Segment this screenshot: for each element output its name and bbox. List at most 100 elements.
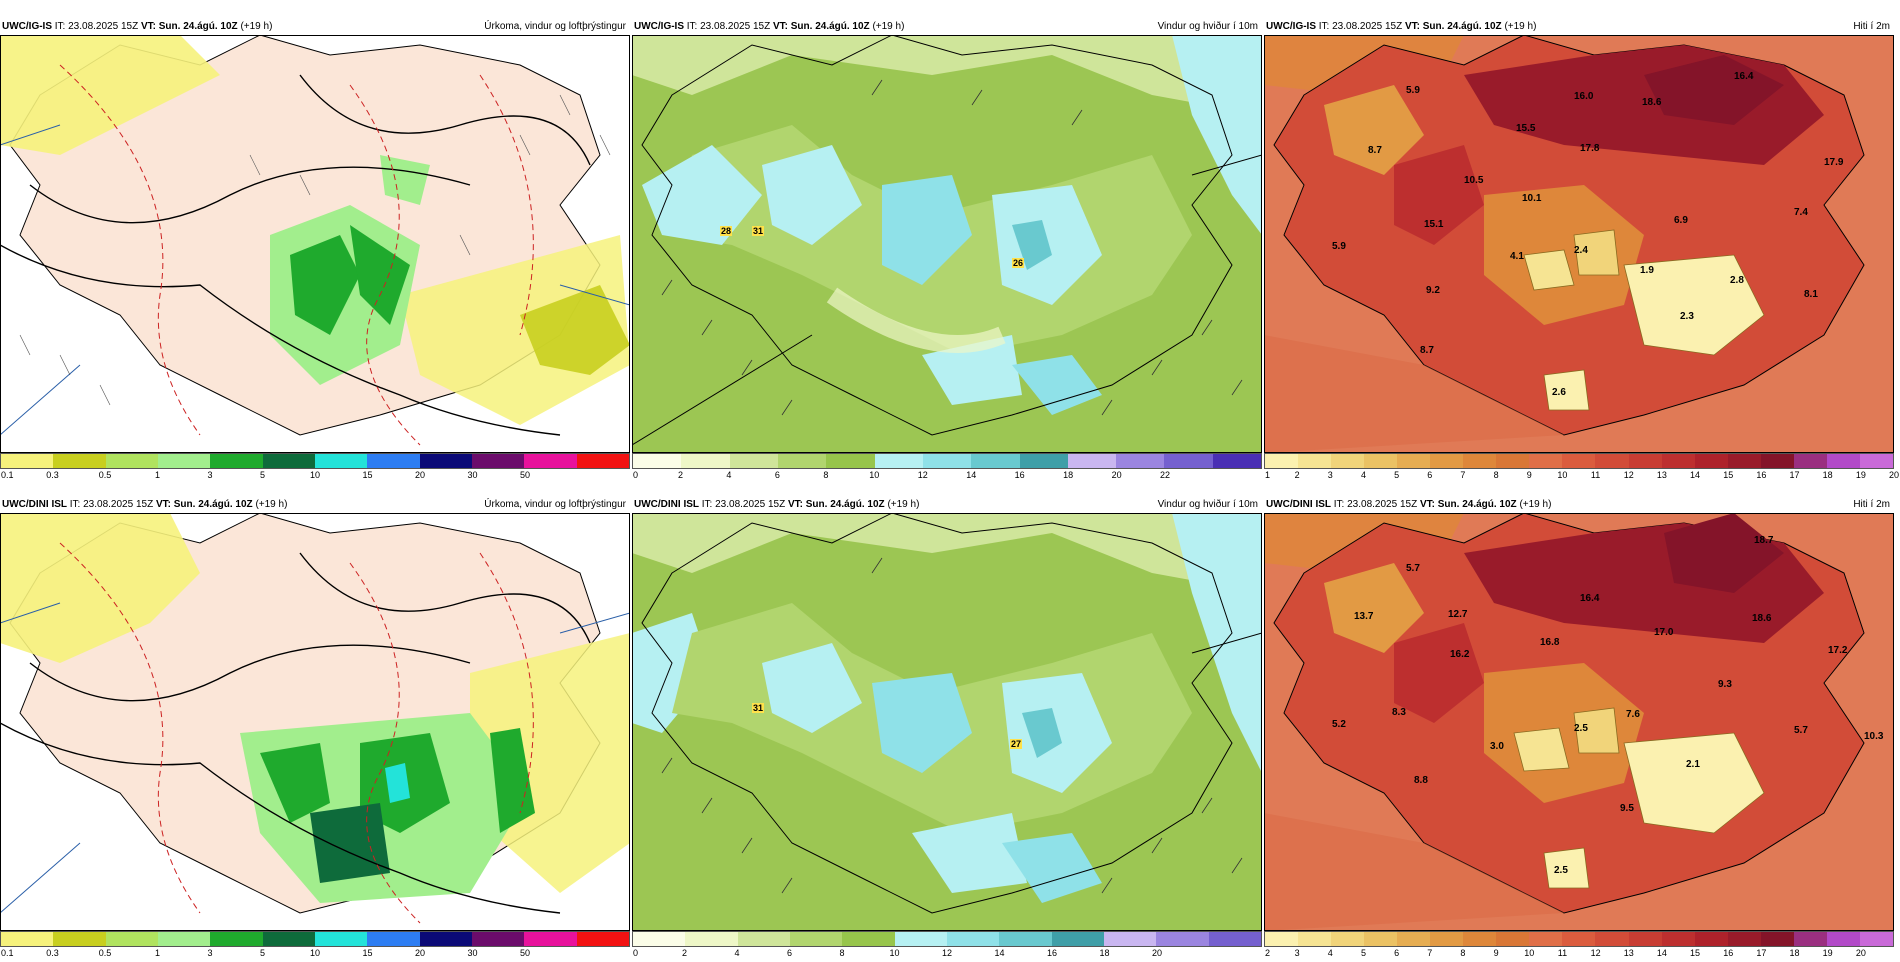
colorbar (632, 453, 1262, 469)
wind-map-svg (632, 35, 1262, 453)
temp-label: 5.7 (1794, 725, 1808, 736)
temp-label: 17.0 (1654, 627, 1674, 638)
colorbar-swatch (1067, 454, 1117, 468)
colorbar-swatch (1164, 454, 1213, 468)
colorbar-tick-label: 0.1 (1, 470, 14, 480)
product-title: Vindur og hviður í 10m (1157, 21, 1258, 32)
product-title: Vindur og hviður í 10m (1157, 499, 1258, 510)
colorbar-swatch (53, 932, 106, 946)
colorbar-swatch (1019, 454, 1068, 468)
colorbar-swatch (419, 454, 472, 468)
temp-label: 5.7 (1406, 563, 1420, 574)
colorbar-swatch (1397, 454, 1431, 468)
colorbar-ticks: 2 3 4 5 6 7 8 9 10 11 12 13 14 15 16 17 18 19 20 (1264, 947, 1894, 961)
gust-value-label: 27 (1010, 739, 1023, 749)
colorbar-swatch (471, 932, 525, 946)
colorbar-tick-label: 4 (1360, 470, 1366, 480)
colorbar-swatch (1212, 454, 1262, 468)
temp-label: 9.2 (1426, 285, 1440, 296)
lead-time: (+19 h) (1519, 499, 1552, 510)
colorbar-swatch (1, 454, 54, 468)
colorbar-swatch (210, 932, 263, 946)
colorbar-swatch (1760, 932, 1794, 946)
colorbar-swatch (999, 932, 1052, 946)
colorbar-ticks: 0 2 4 6 8 10 12 14 16 18 20 22 (632, 469, 1262, 483)
colorbar-tick-label: 1 (154, 470, 161, 480)
colorbar-swatch (1793, 454, 1827, 468)
panel-temp-dini: UWC/DINI ISL IT: 23.08.2025 15Z VT: Sun.… (1264, 497, 1894, 962)
colorbar-swatch (633, 932, 686, 946)
colorbar-swatch (524, 932, 577, 946)
colorbar-swatch (314, 932, 368, 946)
panel-header: UWC/DINI ISL IT: 23.08.2025 15Z VT: Sun.… (632, 497, 1262, 513)
temperature-map: 5.9 16.4 16.0 18.6 8.7 15.5 17.8 17.9 10… (1264, 35, 1894, 453)
colorbar-swatch (1562, 454, 1596, 468)
gust-value-label: 31 (752, 226, 765, 236)
colorbar-swatch (1529, 932, 1563, 946)
product-title: Úrkoma, vindur og loftþrýstingur (484, 499, 626, 510)
colorbar-tick-label: 50 (519, 470, 531, 480)
colorbar-tick-label: 30 (467, 470, 478, 480)
panel-wind-dini: UWC/DINI ISL IT: 23.08.2025 15Z VT: Sun.… (632, 497, 1262, 962)
colorbar (1264, 931, 1894, 947)
temp-label: 2.6 (1552, 387, 1566, 398)
panel-header: UWC/IG-IS IT: 23.08.2025 15Z VT: Sun. 24… (632, 19, 1262, 35)
model-name: UWC/DINI ISL (634, 499, 699, 510)
colorbar-swatch (737, 932, 790, 946)
temp-label: 4.1 (1510, 251, 1524, 262)
temp-label: 6.9 (1674, 215, 1688, 226)
colorbar-tick-label: 19 (1855, 470, 1866, 480)
colorbar-swatch (729, 454, 778, 468)
panel-wind-igis: UWC/IG-IS IT: 23.08.2025 15Z VT: Sun. 24… (632, 19, 1262, 484)
colorbar-tick-label: 6 (1427, 470, 1433, 480)
colorbar-swatch (419, 932, 472, 946)
product-title: Úrkoma, vindur og loftþrýstingur (484, 21, 626, 32)
lead-time: (+19 h) (1504, 21, 1537, 32)
gust-value-label: 31 (752, 703, 765, 713)
gust-value-label: 26 (1012, 258, 1025, 268)
colorbar-swatch (367, 932, 420, 946)
colorbar-swatch (1265, 932, 1299, 946)
colorbar-tick-label: 20 (1111, 470, 1122, 480)
wind-map: 28 31 26 (632, 35, 1262, 453)
colorbar-tick-label: 0.5 (98, 470, 112, 480)
colorbar-swatch (1463, 454, 1497, 468)
colorbar-swatch (1397, 932, 1431, 946)
temp-label: 15.5 (1516, 123, 1536, 134)
it-label: IT: (701, 499, 713, 510)
colorbar-tick-label: 2 (677, 470, 683, 480)
colorbar-swatch (53, 454, 106, 468)
colorbar-swatch (1430, 932, 1464, 946)
colorbar-swatch (1694, 454, 1728, 468)
colorbar-swatch (1331, 454, 1365, 468)
colorbar-swatch (1051, 932, 1104, 946)
colorbar-swatch (1595, 932, 1629, 946)
colorbar-swatch (1265, 454, 1299, 468)
vt-value: Sun. 24.ágú. 10Z (790, 21, 870, 32)
colorbar-tick-label: 18 (1063, 470, 1074, 480)
temp-label: 18.7 (1754, 535, 1774, 546)
colorbar-tick-label: 20 (414, 470, 426, 480)
precip-map-svg (0, 513, 630, 931)
temp-label: 2.5 (1574, 723, 1588, 734)
it-value: 23.08.2025 15Z (700, 21, 771, 32)
colorbar-swatch (314, 454, 368, 468)
colorbar-tick-label: 2 (1294, 470, 1300, 480)
colorbar (0, 453, 630, 469)
temp-label: 16.8 (1540, 637, 1560, 648)
colorbar (632, 931, 1262, 947)
colorbar-tick-label: 6 (774, 470, 780, 480)
colorbar-swatch (157, 454, 211, 468)
gust-value-label: 28 (720, 226, 733, 236)
colorbar-tick-label: 15 (1723, 470, 1734, 480)
colorbar-tick-label: 5 (1394, 470, 1400, 480)
temp-label: 3.0 (1490, 741, 1504, 752)
colorbar-tick-label: 9 (1526, 470, 1532, 480)
temp-label: 13.7 (1354, 611, 1374, 622)
vt-value: Sun. 24.ágú. 10Z (173, 499, 253, 510)
colorbar-tick-label: 16 (1756, 470, 1767, 480)
colorbar-swatch (576, 454, 629, 468)
colorbar-swatch (1661, 454, 1695, 468)
colorbar-swatch (946, 932, 1000, 946)
colorbar-swatch (1103, 932, 1157, 946)
